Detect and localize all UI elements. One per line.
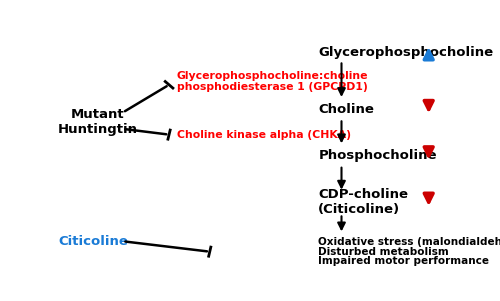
Text: CDP-choline
(Citicoline): CDP-choline (Citicoline)	[318, 188, 408, 216]
Text: Glycerophosphocholine:choline
phosphodiesterase 1 (GPCPD1): Glycerophosphocholine:choline phosphodie…	[177, 70, 368, 92]
Text: Disturbed metabolism: Disturbed metabolism	[318, 247, 449, 257]
Text: Citicoline: Citicoline	[58, 235, 128, 248]
Text: Choline: Choline	[318, 103, 374, 116]
Text: Choline kinase alpha (CHKA): Choline kinase alpha (CHKA)	[177, 130, 351, 140]
Text: Mutant
Huntingtin: Mutant Huntingtin	[58, 108, 138, 136]
Text: Impaired motor performance: Impaired motor performance	[318, 256, 489, 266]
Text: Phosphocholine: Phosphocholine	[318, 149, 437, 162]
Text: Glycerophosphocholine: Glycerophosphocholine	[318, 46, 494, 59]
Text: Oxidative stress (malondialdehyde) and apoptosis (Bcl2): Oxidative stress (malondialdehyde) and a…	[318, 237, 500, 247]
